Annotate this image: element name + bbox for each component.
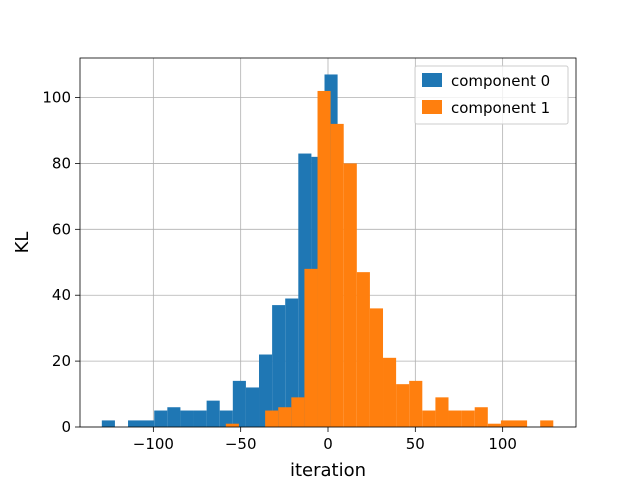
histogram-bar [154,410,168,427]
legend-label-component-0: component 0 [451,72,550,90]
x-tick-label: −100 [133,435,174,453]
legend-swatch-component-1 [422,100,442,114]
y-tick-label: 60 [52,220,71,238]
histogram-bar [500,420,514,427]
histogram-bar [330,123,344,428]
histogram-bar [167,407,181,427]
histogram-bar [540,420,554,427]
y-tick-label: 40 [52,286,71,304]
histogram-bar [180,410,194,427]
y-tick-label: 100 [42,89,71,107]
y-tick-label: 20 [52,352,71,370]
histogram-bar [422,410,436,427]
y-tick-label: 80 [52,154,71,172]
histogram-bar [245,387,260,427]
x-axis-label: iteration [290,460,366,480]
histogram-bar [291,397,305,427]
histogram-bar [343,163,357,427]
y-axis-label: KL [12,232,33,254]
legend-swatch-component-0 [422,73,442,87]
histogram-bar [304,268,318,427]
histogram-bar [409,380,423,427]
histogram-bar [265,410,279,427]
histogram-bar [435,397,449,427]
histogram-bar [461,410,475,427]
histogram-bar [383,357,397,427]
histogram-bar [369,308,384,427]
series-component-1-bars [225,90,554,428]
legend: component 0 component 1 [414,65,569,125]
histogram-bar [206,400,220,427]
histogram-bar [101,420,115,427]
histogram-bar [232,380,246,427]
x-tick-label: 0 [323,435,333,453]
histogram-bar [514,420,528,427]
histogram-bar [474,407,488,427]
legend-box [414,65,569,125]
x-tick-label: 100 [488,435,517,453]
x-tick-label: −50 [225,435,257,453]
histogram-bar [285,298,299,427]
x-tick-label: 50 [406,435,425,453]
histogram-bar [278,407,292,427]
histogram-bar [396,384,410,427]
histogram-bar [128,420,155,427]
histogram-bar [487,423,501,427]
histogram-bar [317,90,331,428]
axis-ticks: −100 −50 0 50 100 0 20 40 60 80 100 [42,89,517,453]
histogram-bar [356,272,370,427]
histogram-bar [448,410,462,427]
histogram-bar [225,423,239,427]
histogram-bar [193,410,207,427]
histogram-bar [219,410,233,427]
histogram-bar [259,354,273,427]
legend-label-component-1: component 1 [451,99,550,117]
histogram-bar [272,305,286,427]
y-tick-label: 0 [61,418,71,436]
